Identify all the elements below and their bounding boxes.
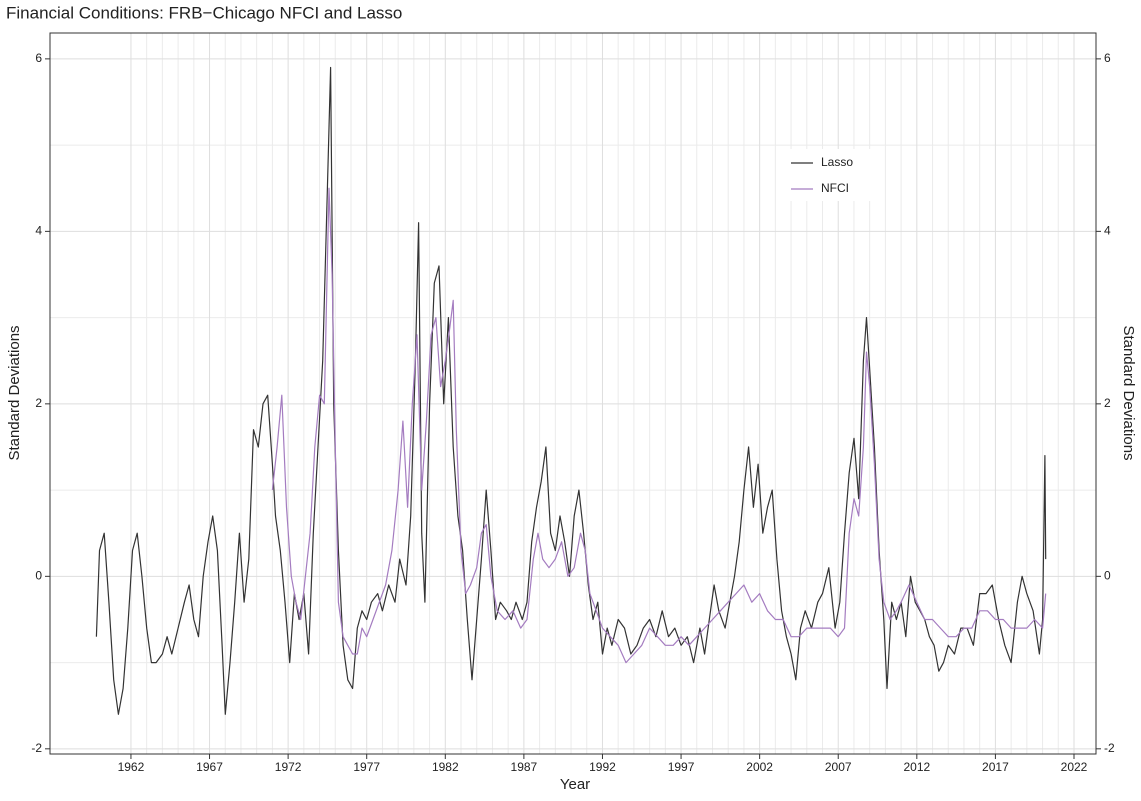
y2-tick-label: 4 bbox=[1104, 224, 1111, 238]
y-tick-label: 6 bbox=[35, 51, 42, 65]
x-tick-label: 2012 bbox=[903, 760, 930, 774]
legend-box bbox=[783, 149, 873, 201]
y-tick-label: 2 bbox=[35, 396, 42, 410]
legend-label: Lasso bbox=[821, 155, 853, 169]
x-tick-label: 2007 bbox=[825, 760, 852, 774]
y2-axis-label: Standard Deviations bbox=[1120, 325, 1137, 460]
x-tick-label: 2002 bbox=[746, 760, 773, 774]
y2-tick-label: 2 bbox=[1104, 396, 1111, 410]
x-tick-label: 1977 bbox=[353, 760, 380, 774]
x-axis-label: Year bbox=[560, 776, 590, 793]
x-tick-label: 2022 bbox=[1061, 760, 1088, 774]
x-tick-label: 1987 bbox=[511, 760, 538, 774]
x-tick-label: 2017 bbox=[982, 760, 1009, 774]
y2-tick-label: 0 bbox=[1104, 569, 1111, 583]
x-tick-label: 1982 bbox=[432, 760, 459, 774]
y2-tick-label: 6 bbox=[1104, 51, 1111, 65]
y-tick-label: 4 bbox=[35, 224, 42, 238]
data-line bbox=[95, 66, 1047, 715]
x-tick-label: 1997 bbox=[668, 760, 695, 774]
x-tick-label: 1962 bbox=[118, 760, 145, 774]
x-tick-label: 1992 bbox=[589, 760, 616, 774]
plot-border bbox=[49, 32, 1097, 755]
legend-label: NFCI bbox=[821, 181, 849, 195]
y-axis-label: Standard Deviations bbox=[6, 325, 23, 460]
x-tick-label: 1972 bbox=[275, 760, 302, 774]
x-tick-label: 1967 bbox=[196, 760, 223, 774]
chart-title: Financial Conditions: FRB−Chicago NFCI a… bbox=[6, 3, 402, 22]
y-tick-label: -2 bbox=[31, 741, 42, 755]
y2-tick-label: -2 bbox=[1104, 741, 1115, 755]
y-tick-label: 0 bbox=[35, 569, 42, 583]
data-line bbox=[271, 187, 1047, 664]
